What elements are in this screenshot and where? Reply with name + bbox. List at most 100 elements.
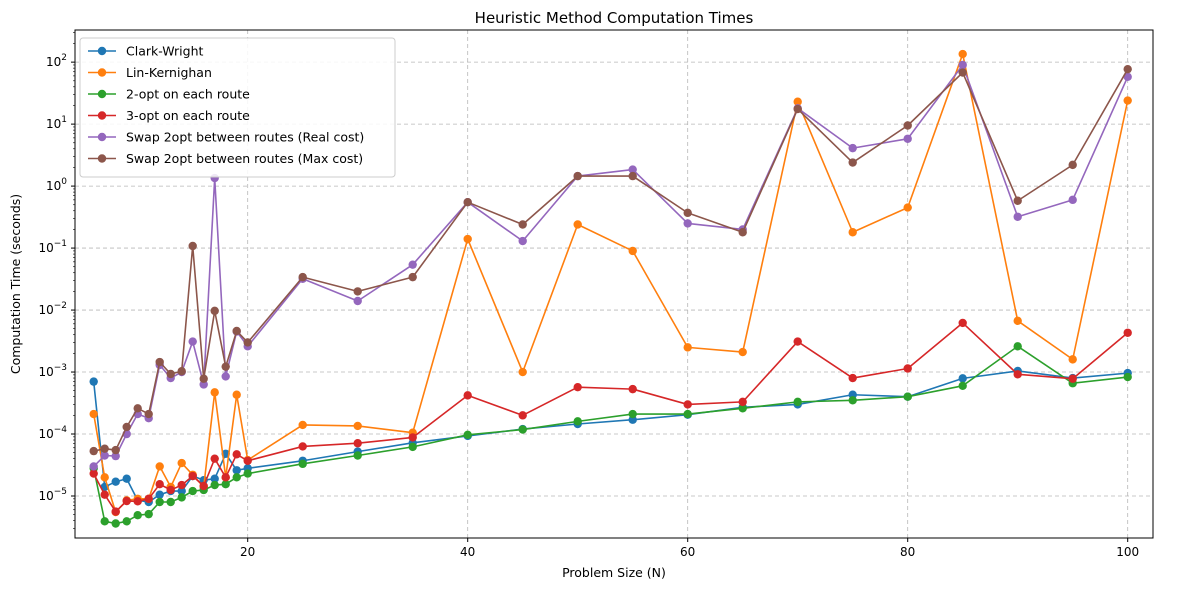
data-point	[100, 451, 109, 460]
data-point	[166, 497, 175, 507]
data-point	[111, 445, 120, 455]
data-point	[232, 326, 241, 336]
data-point	[903, 134, 912, 143]
data-point	[958, 49, 967, 59]
data-point	[133, 404, 142, 413]
data-point	[628, 384, 637, 394]
data-point	[848, 143, 857, 153]
y-tick-label: 10−4	[38, 425, 67, 441]
data-point	[221, 362, 230, 371]
data-point	[408, 433, 417, 442]
series-5	[89, 64, 1132, 456]
data-point	[122, 496, 131, 506]
legend-label: Lin-Kernighan	[126, 65, 212, 80]
data-point	[144, 509, 153, 519]
data-point	[518, 425, 527, 434]
legend-item: Lin-Kernighan	[88, 65, 212, 80]
data-point	[232, 466, 241, 475]
data-point	[738, 404, 747, 413]
data-point	[133, 510, 142, 520]
data-point	[155, 479, 164, 489]
data-point	[1123, 72, 1132, 81]
data-point	[848, 158, 857, 167]
data-point	[221, 479, 230, 489]
data-point	[573, 171, 582, 181]
data-point	[166, 485, 175, 495]
data-point	[155, 490, 164, 499]
data-point	[199, 374, 208, 383]
data-point	[144, 409, 153, 419]
data-point	[232, 450, 241, 459]
data-point	[1013, 342, 1022, 351]
y-tick-exponent: 1	[61, 115, 67, 125]
data-point	[177, 458, 186, 468]
data-point	[353, 287, 362, 296]
data-point	[903, 203, 912, 212]
data-point	[210, 454, 219, 463]
data-point	[848, 228, 857, 237]
data-point	[111, 507, 120, 516]
data-point	[463, 234, 472, 244]
series-2	[89, 342, 1132, 528]
data-point	[628, 171, 637, 181]
y-tick-label: 10−1	[38, 239, 67, 255]
data-point	[1123, 328, 1132, 337]
legend-marker	[97, 68, 107, 77]
data-point	[958, 60, 967, 70]
data-point	[848, 373, 857, 383]
data-point	[111, 451, 120, 461]
legend-label: 2-opt on each route	[126, 87, 250, 102]
y-tick-base: 10	[46, 55, 61, 69]
data-point	[210, 388, 219, 397]
data-point	[1013, 196, 1022, 205]
data-point	[100, 517, 109, 526]
data-point	[111, 519, 120, 528]
y-tick-exponent: −3	[54, 363, 67, 373]
x-axis-label: Problem Size (N)	[562, 565, 666, 580]
data-point	[353, 421, 362, 431]
data-point	[1123, 64, 1132, 74]
legend-item: Clark-Wright	[88, 44, 204, 59]
y-tick-base: 10	[46, 117, 61, 131]
data-point	[738, 397, 747, 407]
legend-label: Swap 2opt between routes (Real cost)	[126, 130, 364, 145]
data-point	[518, 236, 527, 246]
data-point	[166, 369, 175, 379]
data-point	[100, 444, 109, 453]
data-point	[155, 497, 164, 507]
data-point	[89, 377, 98, 386]
data-point	[243, 456, 252, 465]
y-tick-exponent: 2	[61, 53, 67, 63]
data-point	[1013, 370, 1022, 379]
legend-label: Clark-Wright	[126, 44, 204, 59]
data-point	[573, 417, 582, 426]
data-point	[122, 517, 131, 526]
chart-title: Heuristic Method Computation Times	[475, 9, 754, 27]
data-point	[89, 409, 98, 419]
data-point	[298, 442, 307, 451]
data-point	[188, 486, 197, 496]
data-point	[353, 296, 362, 306]
series-3	[89, 318, 1132, 516]
data-point	[903, 121, 912, 130]
data-point	[1013, 316, 1022, 326]
data-point	[353, 451, 362, 460]
legend-item: 3-opt on each route	[88, 108, 250, 123]
y-tick-base: 10	[38, 241, 53, 255]
x-tick-label: 40	[460, 545, 475, 559]
data-point	[199, 380, 208, 389]
data-point	[232, 390, 241, 399]
data-point	[89, 446, 98, 456]
data-point	[793, 97, 802, 106]
y-tick-base: 10	[38, 303, 53, 317]
data-point	[1013, 212, 1022, 221]
legend-marker	[97, 132, 107, 142]
data-point	[232, 473, 241, 482]
data-point	[848, 396, 857, 405]
data-point	[683, 343, 692, 352]
data-point	[518, 367, 527, 377]
data-point	[903, 364, 912, 373]
y-tick-exponent: −5	[54, 487, 67, 497]
